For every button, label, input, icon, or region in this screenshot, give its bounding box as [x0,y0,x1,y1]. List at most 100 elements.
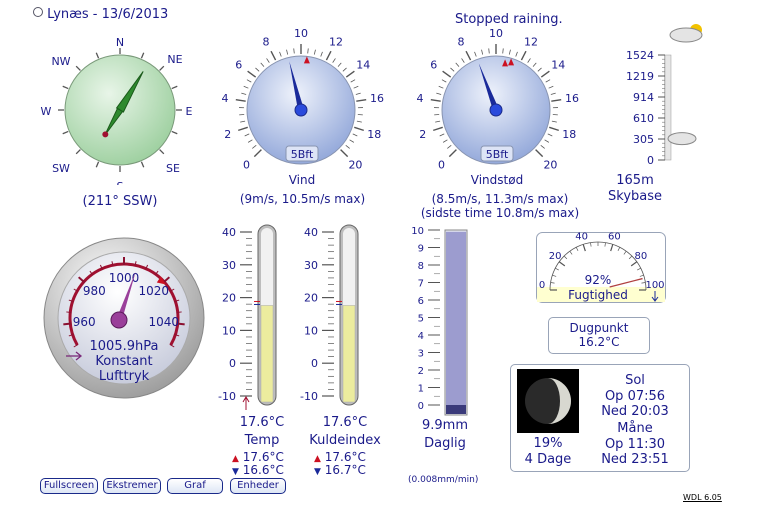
humidity-tick [563,255,568,260]
barometer-tick [73,344,79,348]
compass-tick [140,161,145,168]
wind-tick [353,85,359,89]
chill-tick-label: -10 [300,390,318,403]
gust-tick [465,50,472,61]
temp-tick-label: 30 [222,259,236,272]
gust-tick [442,139,448,143]
chill-tick-label: 10 [304,324,318,337]
compass-w: W [41,105,52,118]
temp-trend-arrow-icon [242,396,250,410]
rain-tick-label: 2 [418,366,424,377]
humidity-tick-label: 60 [608,232,621,243]
temp-high: ▲ 17.6°C [232,450,284,464]
gust-tick-label: 4 [416,92,423,105]
wind-label: Vind [289,173,316,187]
gust-tick [438,85,444,89]
temp-label: Temp [244,433,280,448]
high-arrow-icon: ▲ [314,454,321,464]
gust-tick [436,92,442,95]
barometer-tick [176,322,185,326]
low-arrow-icon: ▼ [232,467,239,477]
sunrise: Op 07:56 [604,389,666,404]
rain-tick-label: 0 [418,401,424,412]
chill-tick-label: 20 [304,292,318,305]
gust-sub: (sidste time 10.8m/s max) [420,206,580,220]
wind-tick [235,98,246,102]
rain-tick-label: 5 [418,314,424,325]
fullscreen-button[interactable]: Fullscreen [40,478,98,494]
compass-tick [62,130,69,135]
wind-tick [320,51,323,57]
gust-bft: 5Bft [486,148,509,161]
chill-tick-label: 40 [304,226,318,239]
barometer-tick [145,264,149,270]
barometer-label: Lufttryk [99,369,150,384]
wind-max-marker [303,56,310,64]
barometer-tick [77,276,86,284]
barometer-tick [111,261,114,267]
barometer-tick [154,270,159,276]
cloudbase-tick-label: 914 [633,91,654,104]
wind-tick-label: 8 [263,35,270,48]
wind-tick [293,48,295,54]
compass-se: SE [166,162,180,175]
wind-tick-label: 12 [329,35,343,48]
cloudbase-scale: 1524 1219 914 610 305 0 [626,24,703,167]
gust-tick [502,48,504,54]
windchill-label: Kuldeindex [309,433,381,448]
gust-tick [474,51,477,57]
humidity-tick [569,250,573,255]
extremes-button[interactable]: Ekstremer [103,478,161,494]
cloudbase-tick-label: 305 [633,133,654,146]
temp-tick-label: 40 [222,226,236,239]
compass-ne: NE [167,53,182,66]
gust-tick [439,133,445,137]
wind-speed-gauge: 0 2 4 6 8 10 12 14 16 18 20 5Bft Vind [221,28,384,187]
wind-needle [289,61,304,111]
humidity-tick [610,244,614,252]
gust-tick-label: 2 [419,128,426,141]
humidity-tick [590,242,592,247]
wind-tick [247,139,253,143]
wind-tick [247,70,257,78]
gust-tick-label: 6 [430,59,437,72]
temp-low: ▼ 16.6°C [232,463,284,477]
humidity-tick [630,261,638,267]
gust-tick-label: 20 [543,158,557,171]
humidity-tick-label: 0 [539,280,545,291]
moon-percent: 19% [533,436,563,451]
gust-tick [455,62,460,67]
gust-tick [433,126,443,132]
barometer-tick [89,270,94,276]
wind-direction-compass: N NE E SE S SW W NW [41,36,193,185]
humidity-tick [582,244,586,252]
barometer-tick [174,333,180,337]
compass-n: N [116,36,124,49]
humidity-tick [558,261,566,267]
wind-tick [244,133,250,137]
humidity-tick [552,274,557,277]
gust-tick [430,98,441,102]
moon-label: Måne [617,421,653,436]
gust-tick [481,49,484,55]
rain-tick-label: 9 [418,244,424,255]
gust-tick [448,149,457,158]
station-title: Lynæs - 13/6/2013 [47,7,169,22]
radio-icon[interactable] [33,7,43,17]
gust-needle [478,63,499,112]
temp-low-value: 16.6°C [242,463,284,477]
rain-tick-label: 8 [418,261,424,272]
moonset: Ned 23:51 [601,452,669,467]
wind-tick [325,50,332,61]
gust-tick [515,51,518,57]
wind-tick [350,79,356,83]
gust-tick [527,58,531,63]
graph-button[interactable]: Graf [167,478,223,494]
gust-tick [549,126,559,132]
wind-bft: 5Bft [291,148,314,161]
barometer-tick-label: 1040 [149,315,180,329]
cloudbase-tick-label: 0 [647,154,654,167]
units-button[interactable]: Enheder [230,478,286,494]
compass-max-marker [102,131,109,138]
